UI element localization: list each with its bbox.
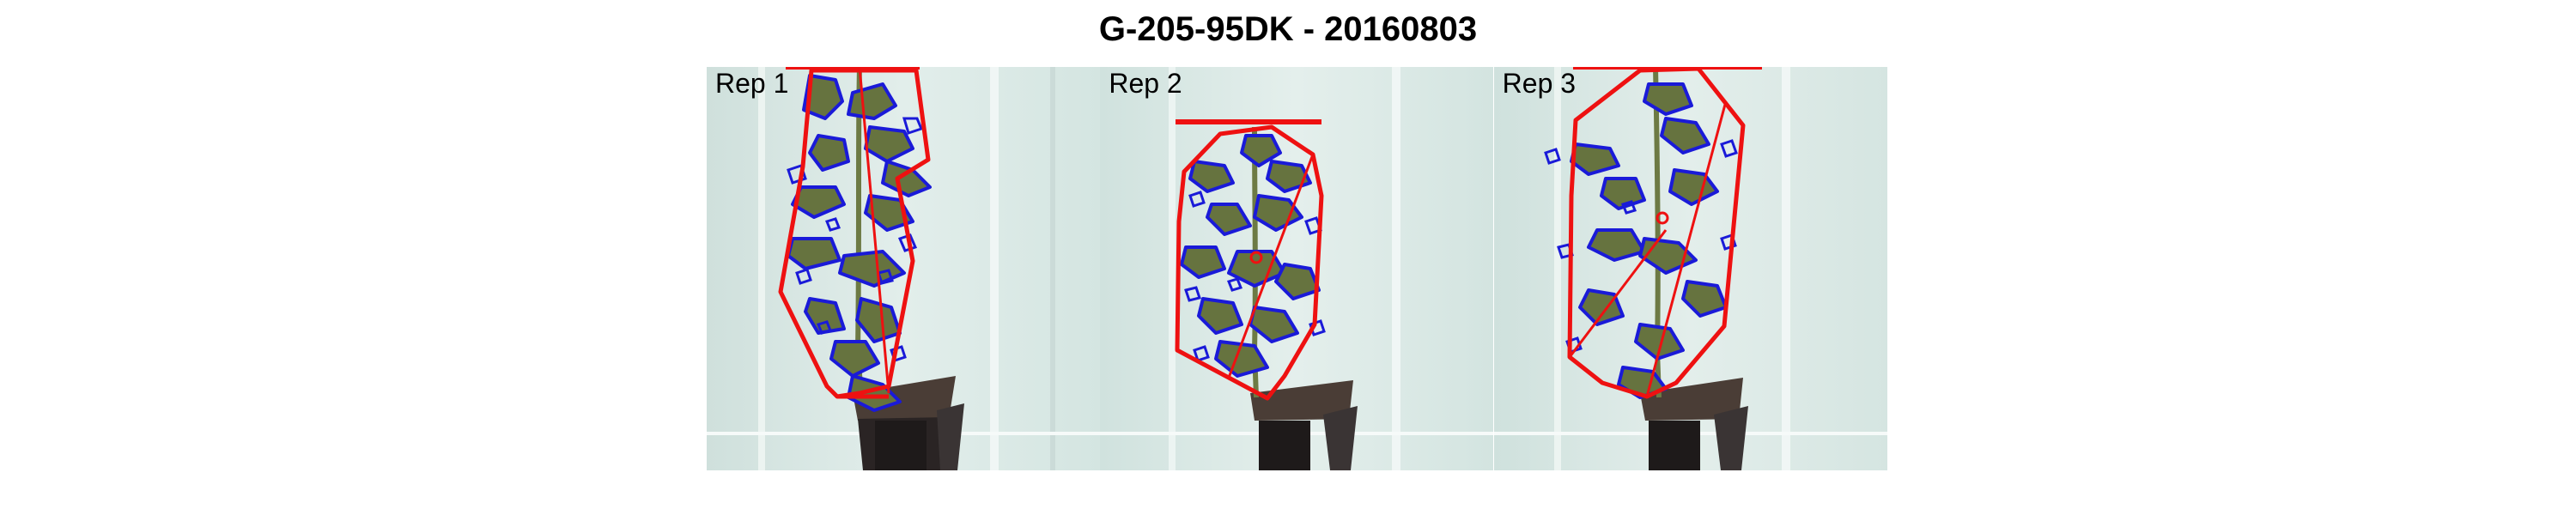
- panel-row: Rep 1: [707, 67, 1887, 470]
- height-line: [1645, 100, 1728, 397]
- panel-label: Rep 3: [1502, 68, 1577, 99]
- pot-stand: [1259, 421, 1311, 470]
- small-contours: [787, 117, 924, 362]
- height-line: [1227, 154, 1315, 379]
- leaf-contours: [787, 74, 932, 412]
- pot-stand: [1323, 406, 1358, 470]
- panel-label: Rep 2: [1109, 68, 1182, 99]
- height-line: [858, 67, 890, 394]
- pot-stand: [1713, 406, 1748, 470]
- figure-title: G-205-95DK - 20160803: [1098, 10, 1478, 48]
- leaf-contours: [1569, 82, 1728, 399]
- plant-image-rep-2: [1100, 67, 1494, 470]
- convex-hull: [778, 68, 931, 399]
- frame-post: [1781, 67, 1790, 470]
- centroid-marker: [1656, 211, 1669, 225]
- panel-label: Rep 1: [715, 68, 789, 99]
- pot: [1639, 378, 1743, 421]
- frame-post: [990, 67, 999, 470]
- frame-post: [758, 67, 765, 470]
- width-line: [1568, 229, 1667, 358]
- convex-hull: [1175, 124, 1324, 401]
- leaf-contours: [1180, 134, 1321, 378]
- panel-rep-3: Rep 3: [1493, 67, 1887, 470]
- frame-post: [1169, 67, 1176, 470]
- plant-image-rep-3: [1493, 67, 1887, 470]
- frame-post: [1553, 67, 1561, 470]
- pot-stand: [937, 403, 964, 470]
- panel-rep-2: Rep 2: [1100, 67, 1494, 470]
- pot-stand: [875, 421, 927, 470]
- centroid-marker: [1249, 251, 1263, 264]
- frame-post: [1050, 67, 1055, 470]
- panel-rep-1: Rep 1: [707, 67, 1100, 470]
- plant-image-rep-1: [707, 67, 1100, 470]
- pot-stand: [1648, 421, 1700, 470]
- frame-post: [1392, 67, 1401, 470]
